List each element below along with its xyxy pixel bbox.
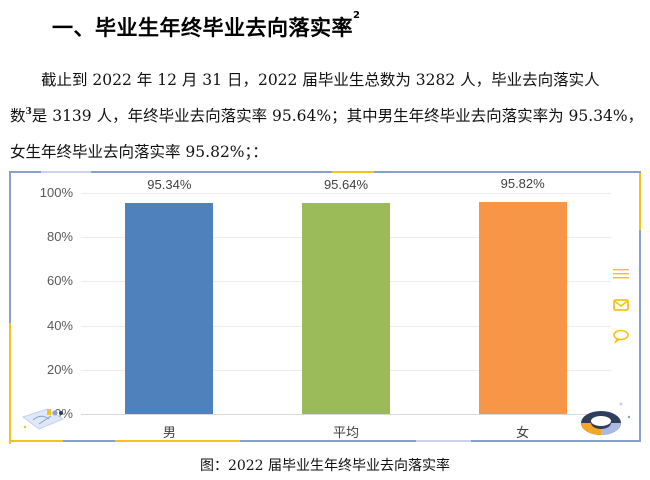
bar-1[interactable] bbox=[302, 202, 390, 414]
paragraph-line-2: 数3是 3139 人，年终毕业去向落实率 95.64%；其中男生年终毕业去向落实… bbox=[10, 98, 644, 134]
bar-value-label: 95.34% bbox=[147, 177, 192, 193]
y-tick-label: 60% bbox=[46, 273, 73, 289]
menu-icon[interactable] bbox=[613, 267, 629, 281]
x-tick-label: 男 bbox=[162, 426, 176, 441]
frame-accent bbox=[332, 171, 374, 173]
section-heading: 一、毕业生年终毕业去向落实率2 bbox=[52, 10, 361, 42]
mail-icon[interactable] bbox=[613, 298, 629, 312]
y-tick-label: 100% bbox=[39, 185, 73, 200]
decorative-donut-icon bbox=[581, 402, 631, 435]
bar-0[interactable] bbox=[125, 203, 214, 414]
frame-accent bbox=[639, 173, 641, 230]
paragraph-text: 是 3139 人，年终毕业去向落实率 95.64%；其中男生年终毕业去向落实率为… bbox=[31, 107, 644, 125]
chart-side-toolbar bbox=[613, 267, 633, 360]
frame-accent bbox=[41, 171, 91, 173]
frame-accent bbox=[115, 440, 240, 442]
frame-accent bbox=[9, 323, 11, 444]
paragraph-line-1: 截止到 2022 年 12 月 31 日，2022 届毕业生总数为 3282 人… bbox=[41, 71, 600, 89]
footnote-marker: 2 bbox=[353, 10, 361, 21]
y-tick-label: 20% bbox=[46, 361, 73, 377]
comment-icon[interactable] bbox=[613, 329, 629, 343]
x-tick-label: 平均 bbox=[332, 426, 359, 441]
gridline bbox=[81, 193, 611, 194]
paragraph-text: 数 bbox=[10, 107, 26, 125]
paragraph-line-3: 女生年终毕业去向落实率 95.82%；： bbox=[10, 143, 268, 161]
footnote-marker: 3 bbox=[25, 107, 32, 117]
y-tick-label: 40% bbox=[46, 317, 73, 333]
figure-caption: 图：2022 届毕业生年终毕业去向落实率 bbox=[199, 458, 451, 474]
frame-accent bbox=[11, 440, 63, 442]
decorative-illustration-icon bbox=[21, 408, 65, 430]
bar-value-label: 95.82% bbox=[500, 176, 545, 192]
bar-value-label: 95.64% bbox=[323, 176, 369, 192]
frame-accent bbox=[416, 440, 471, 442]
bar-chart-plot: 0% 20% 40% 60% 80% 100% 95.34% 男 95.64% 平均 95.82% 女 bbox=[40, 176, 611, 441]
bar-2[interactable] bbox=[478, 202, 567, 414]
chart-frame: 0% 20% 40% 60% 80% 100% 95.34% 男 95.64% 平均 95.82% 女 bbox=[9, 171, 641, 444]
y-tick-label: 80% bbox=[46, 229, 73, 245]
x-tick-label: 女 bbox=[516, 426, 530, 441]
heading-text: 一、毕业生年终毕业去向落实率 bbox=[52, 16, 353, 40]
x-axis-line bbox=[81, 414, 611, 415]
summary-paragraph: 截止到 2022 年 12 月 31 日，2022 届毕业生总数为 3282 人… bbox=[10, 62, 644, 170]
